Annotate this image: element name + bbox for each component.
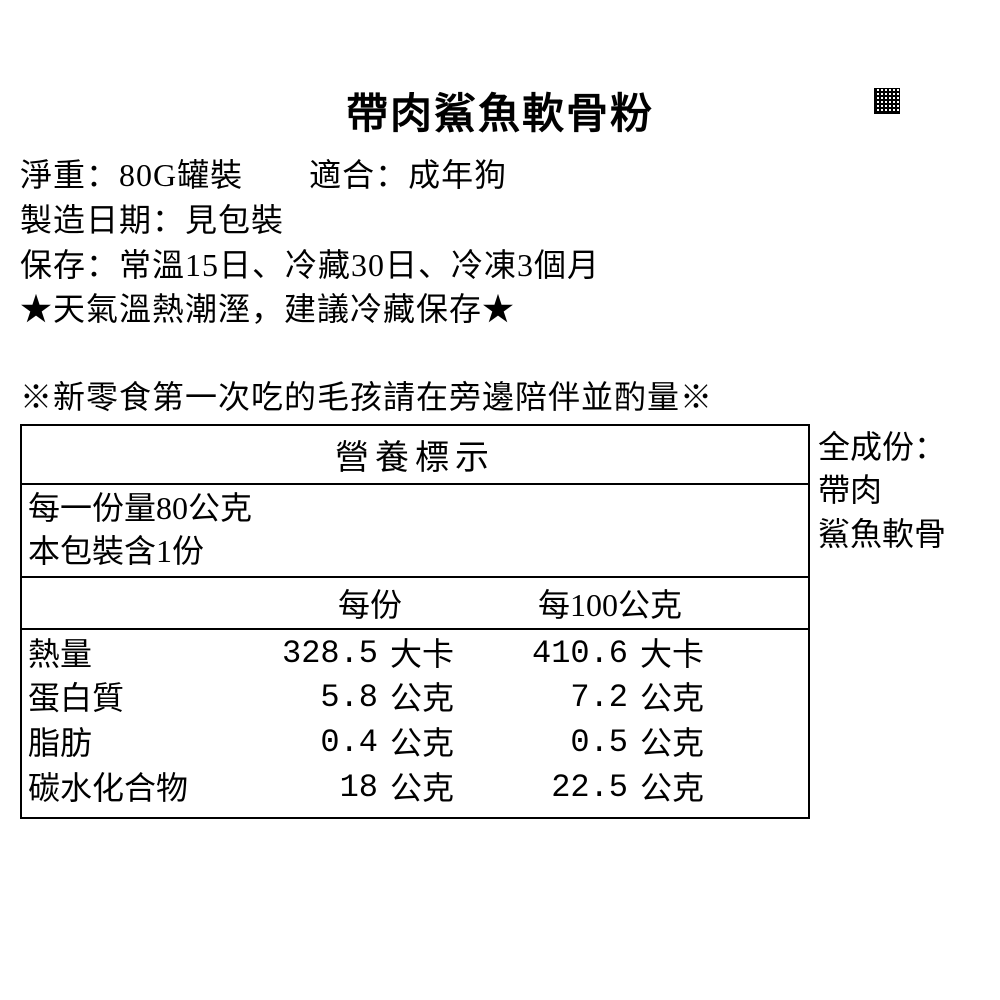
ingredients-line: 帶肉 <box>818 469 946 512</box>
row-label: 碳水化合物 <box>28 766 243 811</box>
row-unit-serving: 大卡 <box>378 632 498 677</box>
row-unit-serving: 公克 <box>378 766 498 811</box>
row-label: 熱量 <box>28 632 243 677</box>
product-title: 帶肉鯊魚軟骨粉 <box>20 80 980 141</box>
product-info: 淨重：80G罐裝 適合：成年狗 製造日期：見包裝 保存：常溫15日、冷藏30日、… <box>20 153 980 332</box>
ingredients-line: 鯊魚軟骨 <box>818 513 946 556</box>
row-value-serving: 0.4 <box>243 721 378 766</box>
col-per-100g: 每100公克 <box>538 580 802 626</box>
row-unit-serving: 公克 <box>378 676 498 721</box>
info-net-weight: 淨重：80G罐裝 適合：成年狗 <box>20 153 980 198</box>
row-unit-serving: 公克 <box>378 721 498 766</box>
row-unit-100g: 公克 <box>628 676 704 721</box>
servings-per-pack: 本包裝含1份 <box>28 530 802 573</box>
row-value-100g: 7.2 <box>498 676 628 721</box>
row-unit-100g: 公克 <box>628 721 704 766</box>
ingredients-header: 全成份： <box>818 426 946 469</box>
table-row: 脂肪 0.4 公克 0.5 公克 <box>28 721 802 766</box>
qr-code-icon <box>874 88 900 114</box>
row-label: 脂肪 <box>28 721 243 766</box>
row-value-100g: 22.5 <box>498 766 628 811</box>
info-warning: ★天氣溫熱潮溼，建議冷藏保存★ <box>20 287 980 332</box>
row-label: 蛋白質 <box>28 676 243 721</box>
table-row: 蛋白質 5.8 公克 7.2 公克 <box>28 676 802 721</box>
main-content-row: 營養標示 每一份量80公克 本包裝含1份 每份 每100公克 熱量 328.5 … <box>20 424 980 819</box>
col-per-serving: 每份 <box>298 580 538 626</box>
row-value-serving: 5.8 <box>243 676 378 721</box>
nutrition-table: 營養標示 每一份量80公克 本包裝含1份 每份 每100公克 熱量 328.5 … <box>20 424 810 819</box>
row-value-serving: 18 <box>243 766 378 811</box>
row-unit-100g: 大卡 <box>628 632 704 677</box>
info-mfg-date: 製造日期：見包裝 <box>20 198 980 243</box>
row-value-100g: 0.5 <box>498 721 628 766</box>
nutrition-serving: 每一份量80公克 本包裝含1份 <box>22 485 808 577</box>
ingredients-block: 全成份： 帶肉 鯊魚軟骨 <box>818 424 946 556</box>
row-unit-100g: 公克 <box>628 766 704 811</box>
row-value-100g: 410.6 <box>498 632 628 677</box>
serving-size: 每一份量80公克 <box>28 487 802 530</box>
table-row: 熱量 328.5 大卡 410.6 大卡 <box>28 632 802 677</box>
nutrition-rows: 熱量 328.5 大卡 410.6 大卡 蛋白質 5.8 公克 7.2 公克 脂… <box>22 630 808 817</box>
nutrition-column-headers: 每份 每100公克 <box>22 578 808 630</box>
table-row: 碳水化合物 18 公克 22.5 公克 <box>28 766 802 811</box>
feeding-notice: ※新零食第一次吃的毛孩請在旁邊陪伴並酌量※ <box>20 372 980 418</box>
row-value-serving: 328.5 <box>243 632 378 677</box>
info-storage: 保存：常溫15日、冷藏30日、冷凍3個月 <box>20 243 980 288</box>
nutrition-header: 營養標示 <box>22 426 808 485</box>
